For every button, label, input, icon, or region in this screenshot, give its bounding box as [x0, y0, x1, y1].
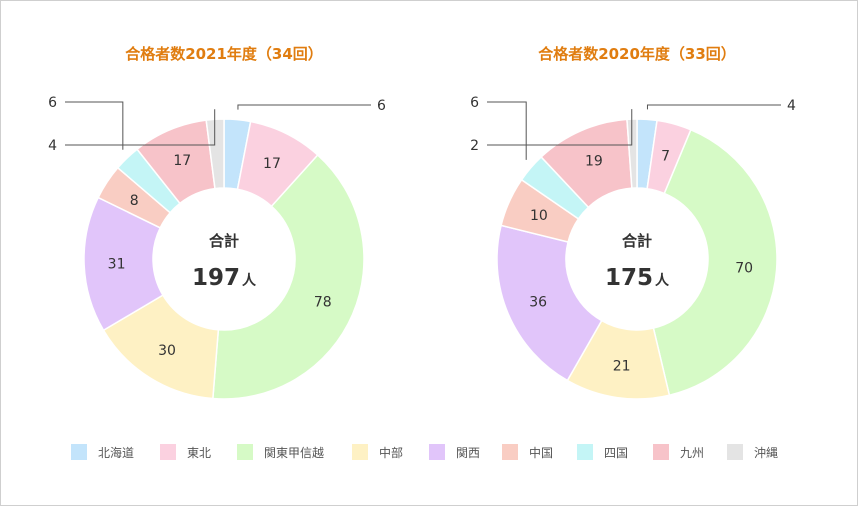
slice-okinawa-2020	[626, 118, 638, 189]
slice-label-chubu-2020: 21	[613, 358, 631, 374]
slice-label-kyushu-2020: 19	[585, 154, 603, 170]
slice-label-tohoku-2021: 17	[263, 156, 281, 172]
legend-item-kansai: 関西	[429, 444, 480, 460]
legend-label-tohoku: 東北	[187, 446, 211, 460]
slice-kansai-2020	[496, 224, 603, 382]
callout-label-okinawa-2021: 4	[48, 138, 57, 154]
center-label-2020: 合計	[621, 232, 652, 250]
legend-label-chubu: 中部	[379, 445, 403, 460]
slice-label-kyushu-2021: 17	[173, 153, 191, 169]
callout-shikoku-2021: 6	[48, 95, 124, 150]
chart-title-2021: 合格者数2021年度（34回）	[124, 45, 323, 63]
center-total-unit-2021: 人	[242, 272, 257, 289]
slice-kanto-2020	[652, 128, 778, 397]
callout-okinawa-2021: 4	[48, 109, 216, 154]
legend-swatch-shikoku	[577, 444, 593, 460]
callout-okinawa-2020: 2	[470, 109, 633, 154]
slice-label-kansai-2020: 36	[529, 294, 547, 310]
callout-hokkaido-2020: 4	[646, 98, 796, 114]
callout-label-shikoku-2021: 6	[48, 95, 57, 111]
slice-label-tohoku-2020: 7	[661, 148, 670, 164]
legend-swatch-kyushu	[653, 444, 669, 460]
slice-label-chugoku-2021: 8	[130, 193, 139, 209]
center-label-2021: 合計	[208, 232, 239, 250]
callout-hokkaido-2021: 6	[237, 98, 386, 114]
legend-label-chugoku: 中国	[529, 445, 553, 460]
callout-label-okinawa-2020: 2	[470, 138, 479, 154]
slice-label-kanto-2020: 70	[735, 261, 753, 277]
slice-okinawa-2021	[205, 118, 225, 190]
callout-shikoku-2020: 6	[470, 95, 527, 160]
center-total-value-2020: 175	[605, 265, 653, 291]
slice-label-kanto-2021: 78	[314, 295, 332, 311]
donut-chart-2021: 合格者数2021年度（34回） 6 17 78 30 31 8 6 17 4 合計 197 人	[48, 45, 386, 400]
callout-label-hokkaido-2021: 6	[377, 98, 386, 114]
legend-item-shikoku: 四国	[577, 444, 628, 460]
legend-item-chubu: 中部	[352, 444, 403, 460]
center-total-value-2021: 197	[192, 265, 240, 291]
legend-label-shikoku: 四国	[604, 446, 628, 460]
legend-swatch-hokkaido	[71, 444, 87, 460]
callout-label-shikoku-2020: 6	[470, 95, 479, 111]
legend-label-okinawa: 沖縄	[754, 445, 778, 460]
center-total-2020: 175 人	[605, 265, 670, 291]
legend-swatch-kansai	[429, 444, 445, 460]
legend-swatch-chubu	[352, 444, 368, 460]
legend-swatch-okinawa	[727, 444, 743, 460]
slice-label-kansai-2021: 31	[108, 256, 126, 272]
slice-label-chubu-2021: 30	[158, 343, 176, 359]
slice-label-chugoku-2020: 10	[530, 208, 548, 224]
legend-item-chugoku: 中国	[502, 444, 553, 460]
center-total-2021: 197 人	[192, 265, 257, 291]
legend-label-kyushu: 九州	[680, 446, 704, 460]
legend-label-kansai: 関西	[456, 446, 480, 460]
center-total-unit-2020: 人	[655, 272, 670, 289]
legend-item-kanto: 関東甲信越	[237, 444, 324, 460]
slice-kansai-2021	[83, 196, 164, 332]
legend-swatch-tohoku	[160, 444, 176, 460]
chart-title-2020: 合格者数2020年度（33回）	[537, 45, 736, 63]
legend-label-kanto: 関東甲信越	[264, 446, 324, 460]
legend-label-hokkaido: 北海道	[98, 445, 134, 460]
legend: 北海道 東北 関東甲信越 中部 関西 中国 四国 九州 沖縄	[71, 444, 778, 460]
legend-swatch-chugoku	[502, 444, 518, 460]
slice-kanto-2021	[212, 153, 365, 400]
callout-label-hokkaido-2020: 4	[787, 98, 796, 114]
legend-item-hokkaido: 北海道	[71, 444, 134, 460]
legend-swatch-kanto	[237, 444, 253, 460]
legend-item-tohoku: 東北	[160, 444, 211, 460]
legend-item-kyushu: 九州	[653, 444, 704, 460]
legend-item-okinawa: 沖縄	[727, 444, 778, 460]
donut-chart-2020: 合格者数2020年度（33回） 4 7 70 21 36 10 6 19 2 合計 175 人	[470, 45, 796, 400]
slices-2020: 4 7 70 21 36 10 6 19 2	[470, 95, 796, 400]
slices-2021: 6 17 78 30 31 8 6 17 4	[48, 95, 386, 400]
